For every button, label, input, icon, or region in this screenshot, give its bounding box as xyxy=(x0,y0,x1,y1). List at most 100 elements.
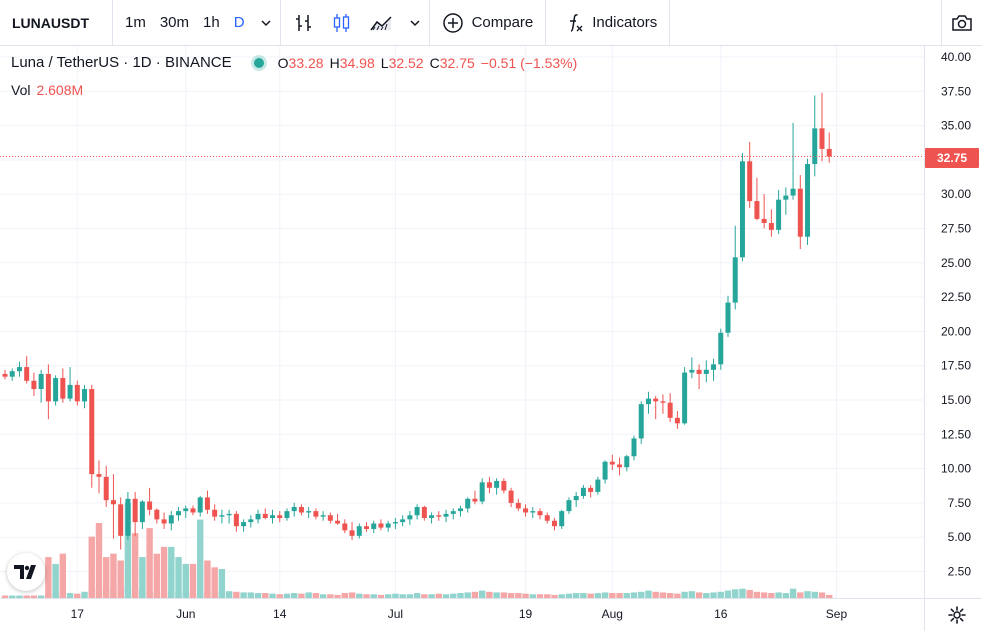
candle-body xyxy=(139,501,145,523)
volume-bar xyxy=(197,519,204,598)
candle-body xyxy=(725,302,731,333)
volume-bar xyxy=(110,553,117,598)
interval-30m-button[interactable]: 30m xyxy=(159,14,190,31)
toolbar-divider xyxy=(279,0,281,46)
volume-bar xyxy=(348,592,356,598)
volume-bar xyxy=(616,593,623,598)
candle-body xyxy=(277,515,283,518)
volume-bar xyxy=(732,589,739,598)
candle-body xyxy=(696,369,702,374)
time-axis-label: Aug xyxy=(602,607,623,621)
candle-body xyxy=(819,128,825,149)
volume-bar xyxy=(652,591,659,598)
candle-body xyxy=(74,384,80,402)
volume-bar xyxy=(594,593,602,598)
candle-body xyxy=(494,480,500,488)
volume-bar xyxy=(59,553,67,598)
camera-icon xyxy=(952,14,972,31)
candles-chart-type-button[interactable] xyxy=(323,0,361,46)
candle-body xyxy=(241,522,247,527)
candle-body xyxy=(118,504,124,536)
candle-body xyxy=(53,378,59,402)
volume-bar xyxy=(37,595,45,598)
price-axis-label: 25.00 xyxy=(941,256,971,270)
candle-body xyxy=(624,456,630,468)
time-axis-label: Jun xyxy=(176,607,195,621)
candle-body xyxy=(747,161,753,202)
chart-type-menu-button[interactable] xyxy=(401,0,429,46)
time-axis-label: 14 xyxy=(273,607,287,621)
volume-bar xyxy=(406,594,414,598)
interval-1h-button[interactable]: 1h xyxy=(203,14,220,31)
candle-body xyxy=(320,515,326,517)
volume-bar xyxy=(630,592,638,598)
candle-body xyxy=(284,511,290,518)
candle-body xyxy=(537,511,543,516)
volume-bar xyxy=(377,594,385,598)
candle-body xyxy=(674,417,680,424)
volume-bar xyxy=(312,593,320,598)
toolbar-divider xyxy=(545,0,547,46)
candle-body xyxy=(457,508,463,512)
candle-body xyxy=(9,371,15,377)
open-value: 33.28 xyxy=(288,54,324,71)
volume-bar xyxy=(356,593,363,598)
price-chart[interactable]: 40.0037.5035.0032.5030.0027.5025.0022.50… xyxy=(0,46,982,631)
screenshot-button[interactable] xyxy=(942,0,982,46)
interval-d-button[interactable]: D xyxy=(233,14,245,31)
candle-body xyxy=(566,500,572,512)
volume-bar xyxy=(30,595,38,598)
candle-body xyxy=(371,523,377,529)
price-axis-label: 2.50 xyxy=(948,565,972,579)
candle-body xyxy=(226,513,232,516)
volume-bar xyxy=(204,560,211,598)
fx-icon xyxy=(570,13,583,32)
candle-body xyxy=(826,148,832,157)
price-axis-label: 12.50 xyxy=(941,427,971,441)
market-status-dot[interactable] xyxy=(253,57,264,68)
candle-body xyxy=(233,513,239,527)
volume-bar xyxy=(9,595,16,598)
bar-chart-type-button[interactable] xyxy=(281,0,323,46)
volume-bar xyxy=(66,593,74,598)
candle-body xyxy=(551,520,557,527)
volume-bar xyxy=(717,591,724,598)
volume-bar xyxy=(782,593,790,598)
candle-body xyxy=(414,507,420,516)
interval-1m-button[interactable]: 1m xyxy=(125,14,146,31)
candle-body xyxy=(60,378,66,399)
symbol-description: Luna / TetherUS · 1D · BINANCE xyxy=(11,54,232,71)
symbol-search-button[interactable]: LUNAUSDT xyxy=(12,14,89,31)
price-axis-label: 5.00 xyxy=(948,530,972,544)
candle-body xyxy=(197,497,203,513)
volume-bar xyxy=(811,591,818,598)
chart-settings-button[interactable] xyxy=(944,603,970,627)
tradingview-logo[interactable] xyxy=(7,553,45,591)
volume-bar xyxy=(818,592,826,598)
volume-bar xyxy=(768,593,775,598)
volume-bar xyxy=(544,594,551,598)
volume-bar xyxy=(775,592,782,598)
candle-body xyxy=(356,526,362,536)
candle-body xyxy=(530,511,536,513)
volume-bar xyxy=(81,591,88,598)
volume-bar xyxy=(688,591,696,598)
volume-bar xyxy=(117,560,124,598)
volume-bar xyxy=(529,594,536,598)
compare-button[interactable]: Compare xyxy=(430,0,546,46)
candle-body xyxy=(472,498,478,502)
volume-bar xyxy=(558,594,565,598)
area-chart-type-button[interactable] xyxy=(361,0,401,46)
volume-bar xyxy=(746,589,753,598)
time-axis-label: Jul xyxy=(388,607,403,621)
bar-chart-icon xyxy=(295,14,311,31)
candle-body xyxy=(711,364,717,370)
volume-bar xyxy=(789,588,797,598)
indicators-button[interactable]: Indicators xyxy=(546,0,669,46)
candle-body xyxy=(176,511,182,516)
interval-menu-button[interactable] xyxy=(252,0,280,46)
candle-body xyxy=(298,507,304,513)
candle-body xyxy=(378,523,384,528)
candle-body xyxy=(739,161,745,258)
candle-body xyxy=(523,508,529,513)
